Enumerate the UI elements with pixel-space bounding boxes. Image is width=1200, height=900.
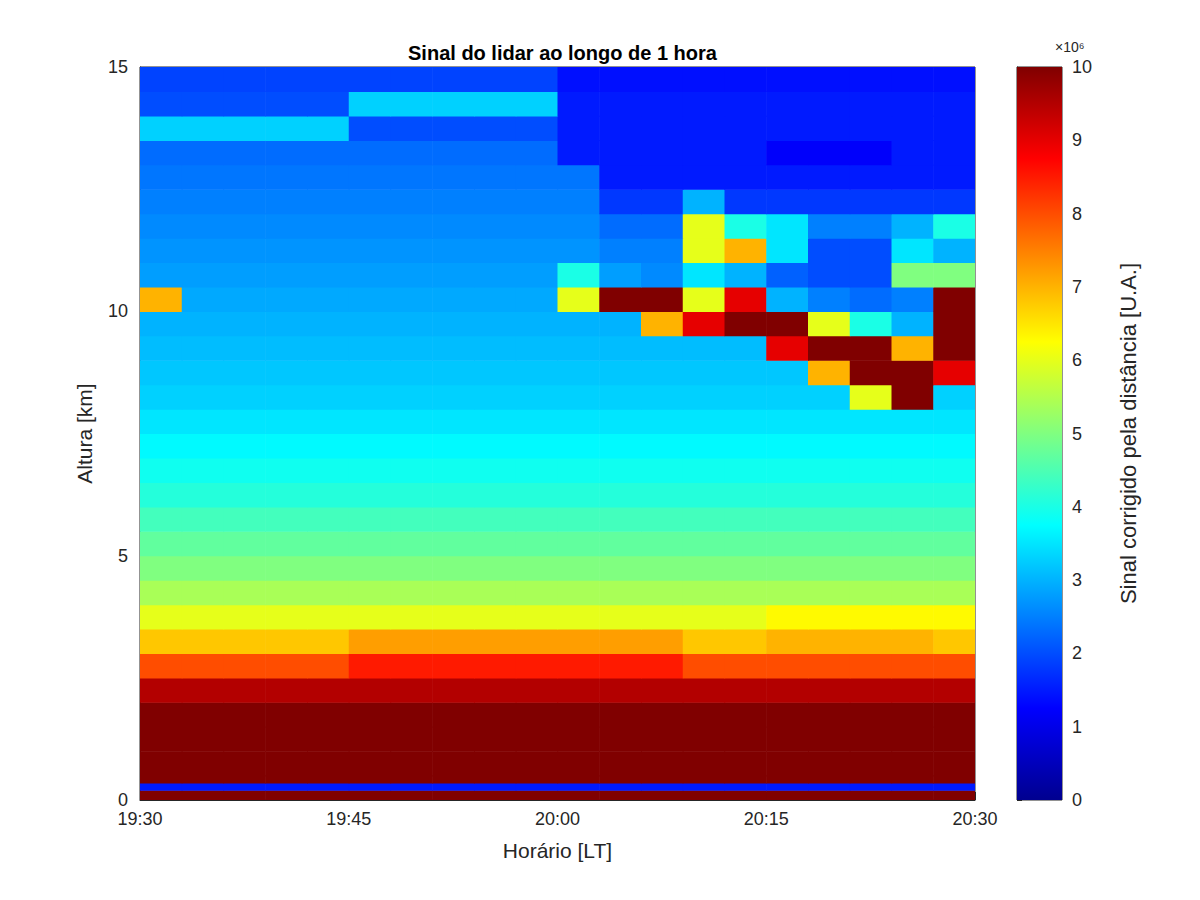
svg-text:20:15: 20:15 [744, 809, 789, 829]
svg-text:5: 5 [1072, 424, 1082, 444]
svg-text:20:00: 20:00 [535, 809, 580, 829]
svg-text:19:45: 19:45 [326, 809, 371, 829]
svg-text:4: 4 [1072, 497, 1082, 517]
svg-text:Altura [km]: Altura [km] [73, 383, 96, 483]
svg-text:8: 8 [1072, 204, 1082, 224]
svg-text:10: 10 [108, 301, 128, 321]
svg-text:20:30: 20:30 [952, 809, 997, 829]
svg-text:0: 0 [1072, 790, 1082, 810]
svg-text:1: 1 [1072, 717, 1082, 737]
svg-text:7: 7 [1072, 277, 1082, 297]
svg-text:19:30: 19:30 [117, 809, 162, 829]
svg-text:2: 2 [1072, 643, 1082, 663]
svg-text:×10⁶: ×10⁶ [1055, 39, 1085, 55]
svg-text:3: 3 [1072, 570, 1082, 590]
svg-text:Sinal do lidar ao longo de 1 h: Sinal do lidar ao longo de 1 hora [408, 42, 718, 64]
svg-text:10: 10 [1072, 57, 1092, 77]
svg-text:0: 0 [118, 790, 128, 810]
svg-text:15: 15 [108, 57, 128, 77]
svg-text:5: 5 [118, 546, 128, 566]
svg-text:9: 9 [1072, 130, 1082, 150]
svg-text:Sinal corrigido pela distância: Sinal corrigido pela distância [U.A.] [1116, 263, 1141, 604]
svg-text:6: 6 [1072, 350, 1082, 370]
svg-text:Horário [LT]: Horário [LT] [503, 839, 612, 862]
